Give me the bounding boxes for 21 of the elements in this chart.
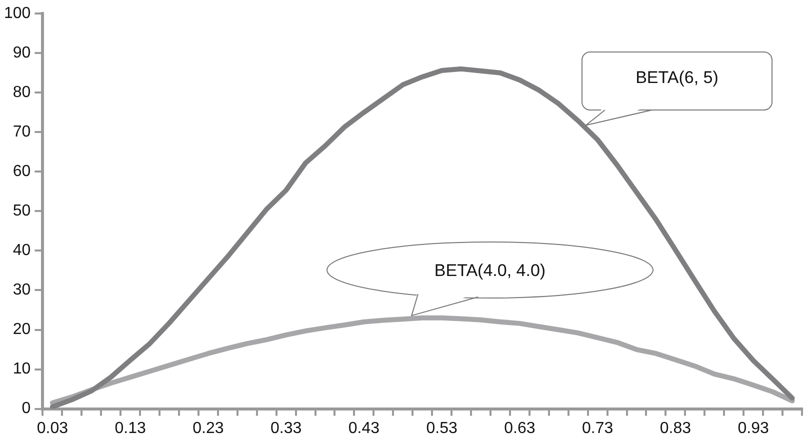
y-tick-label: 10 [12, 360, 31, 378]
x-tick-label: 0.53 [426, 420, 458, 437]
x-tick-label: 0.33 [270, 420, 302, 437]
x-tick-label: 0.13 [114, 420, 146, 437]
x-tick-label: 0.73 [582, 420, 614, 437]
y-tick-label: 80 [12, 84, 31, 102]
x-tick-label: 0.23 [192, 420, 224, 437]
y-tick-label: 20 [12, 321, 31, 338]
x-tick-label: 0.93 [738, 420, 769, 437]
y-tick-label: 70 [12, 124, 31, 141]
y-tick-label: 50 [12, 202, 31, 220]
x-tick-label: 0.63 [504, 420, 536, 437]
y-tick-label: 30 [12, 282, 31, 299]
y-tick-label: 90 [12, 44, 31, 62]
x-tick-label: 0.43 [348, 420, 380, 437]
y-tick-label: 60 [12, 163, 31, 180]
y-tick-label: 100 [4, 5, 31, 22]
x-tick-label: 0.03 [36, 420, 68, 437]
y-tick-label: 0 [22, 400, 31, 418]
x-tick-label: 0.83 [660, 420, 692, 437]
y-tick-label: 40 [12, 242, 31, 260]
